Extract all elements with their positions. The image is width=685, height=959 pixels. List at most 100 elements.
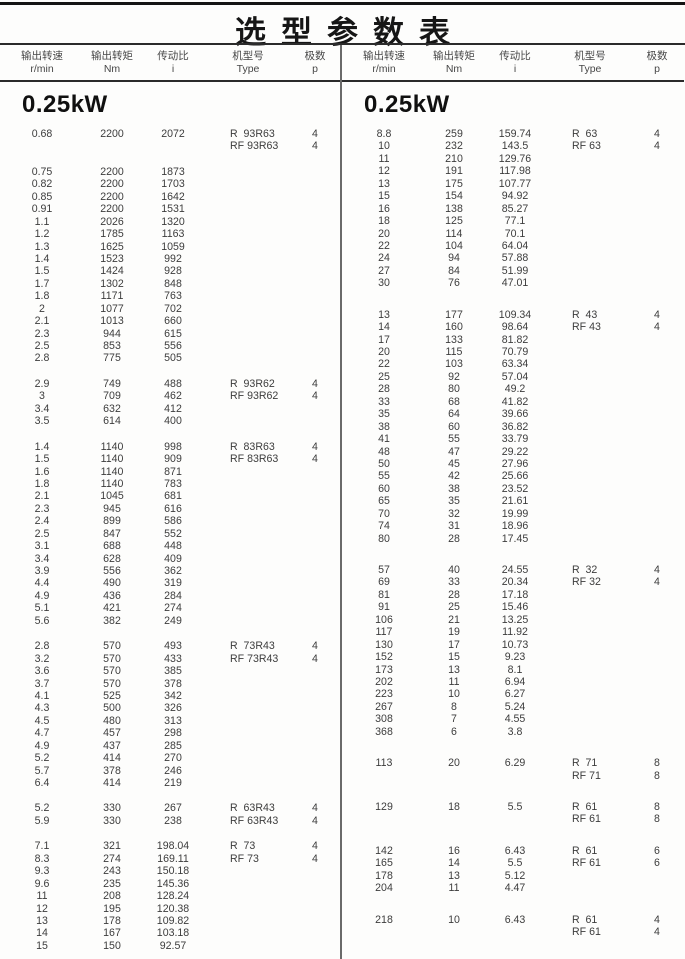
type-cell: RF 61 bbox=[572, 857, 601, 870]
speed-cell: 218 bbox=[375, 913, 393, 926]
table-row: 11 210 129.76 bbox=[342, 153, 684, 165]
ratio-cell: 1642 bbox=[161, 190, 185, 203]
power-heading-left: 0.25kW bbox=[22, 91, 108, 118]
speed-cell: 2.5 bbox=[34, 340, 50, 352]
table-block: 129 18 5.5 R 61 8 RF 61 8 bbox=[342, 801, 684, 826]
table-row: 2.8 775 505 bbox=[0, 352, 340, 364]
poles-cell bbox=[290, 678, 340, 690]
table-row: 3.9 556 362 bbox=[0, 565, 340, 577]
poles-cell bbox=[290, 553, 340, 565]
table-row: 4.9 436 284 bbox=[0, 590, 340, 602]
ratio-cell: 448 bbox=[164, 540, 182, 553]
table-row: 50 45 27.96 bbox=[342, 458, 684, 470]
poles-cell bbox=[632, 446, 682, 458]
type-cell bbox=[206, 503, 290, 515]
ratio-cell: 1320 bbox=[161, 215, 185, 228]
speed-cell: 4.1 bbox=[34, 689, 50, 702]
torque-cell: 2200 bbox=[100, 178, 124, 191]
type-cell bbox=[206, 203, 290, 215]
ratio-cell: 5.24 bbox=[504, 700, 526, 713]
speed-cell: 12 bbox=[36, 902, 48, 915]
table-content: 输出转速 r/min 输出转矩 Nm 传动比 i 机型号 Type 极数 p bbox=[0, 43, 685, 959]
table-row: 2.1 1045 681 bbox=[0, 490, 340, 502]
table-row: 173 13 8.1 bbox=[342, 664, 684, 676]
torque-cell: 14 bbox=[448, 857, 460, 870]
torque-cell bbox=[426, 926, 482, 938]
speed-cell: 15 bbox=[378, 190, 390, 203]
type-cell bbox=[206, 216, 290, 228]
speed-cell: 1.4 bbox=[34, 252, 50, 265]
table-row: 2 1077 702 bbox=[0, 303, 340, 315]
poles-cell bbox=[290, 203, 340, 215]
ratio-cell: 238 bbox=[164, 814, 182, 827]
type-cell: R 43 bbox=[572, 308, 598, 321]
ratio-cell: 6.43 bbox=[504, 844, 526, 857]
speed-cell: 74 bbox=[378, 520, 390, 533]
poles-cell bbox=[632, 508, 682, 520]
table-row: 0.82 2200 1703 bbox=[0, 178, 340, 190]
type-cell: R 61 bbox=[572, 913, 598, 926]
table-row: 113 20 6.29 R 71 8 bbox=[342, 757, 684, 769]
type-cell bbox=[206, 352, 290, 364]
ratio-cell: 109.34 bbox=[498, 308, 532, 321]
torque-cell: 6 bbox=[451, 725, 457, 738]
speed-cell: 2.1 bbox=[34, 315, 50, 328]
table-row: 20 115 70.79 bbox=[342, 346, 684, 358]
poles-cell: 4 bbox=[312, 390, 318, 403]
speed-cell: 10 bbox=[378, 140, 390, 153]
header-ratio: 传动比 i bbox=[482, 50, 548, 76]
type-cell bbox=[548, 533, 632, 545]
table-row: 178 13 5.12 bbox=[342, 870, 684, 882]
table-row: 202 11 6.94 bbox=[342, 676, 684, 688]
torque-cell: 45 bbox=[448, 457, 460, 470]
torque-cell: 243 bbox=[103, 865, 121, 878]
table-row: 30 76 47.01 bbox=[342, 277, 684, 289]
table-row: 15 154 94.92 bbox=[342, 190, 684, 202]
torque-cell: 160 bbox=[445, 321, 463, 334]
speed-cell: 14 bbox=[36, 927, 48, 940]
ratio-cell: 267 bbox=[164, 802, 182, 815]
speed-cell: 1.5 bbox=[34, 453, 50, 466]
ratio-cell: 57.04 bbox=[501, 370, 529, 383]
poles-cell bbox=[632, 165, 682, 177]
table-row: 0.68 2200 2072 R 93R63 4 bbox=[0, 128, 340, 140]
table-row: 2.5 853 556 bbox=[0, 340, 340, 352]
poles-cell bbox=[632, 383, 682, 395]
header-poles: 极数 p bbox=[290, 50, 340, 76]
type-cell bbox=[206, 528, 290, 540]
table-left-half: 输出转速 r/min 输出转矩 Nm 传动比 i 机型号 Type 极数 p bbox=[0, 45, 342, 959]
ratio-cell: 57.88 bbox=[501, 252, 529, 265]
type-cell: R 93R62 bbox=[230, 377, 275, 390]
type-cell bbox=[206, 478, 290, 490]
header-torque: 输出转矩 Nm bbox=[426, 50, 482, 76]
type-cell bbox=[548, 601, 632, 613]
torque-cell: 208 bbox=[103, 890, 121, 903]
speed-cell: 173 bbox=[375, 663, 393, 676]
torque-cell: 414 bbox=[103, 752, 121, 765]
ratio-cell: 1873 bbox=[161, 165, 185, 178]
torque-cell: 421 bbox=[103, 602, 121, 615]
ratio-cell: 5.5 bbox=[507, 857, 523, 870]
speed-cell: 91 bbox=[378, 601, 390, 614]
speed-cell: 204 bbox=[375, 882, 393, 895]
ratio-cell: 326 bbox=[164, 702, 182, 715]
type-cell bbox=[548, 252, 632, 264]
poles-cell: 4 bbox=[312, 852, 318, 865]
poles-cell bbox=[290, 315, 340, 327]
torque-cell: 42 bbox=[448, 470, 460, 483]
ratio-cell: 928 bbox=[164, 265, 182, 278]
speed-cell: 178 bbox=[375, 869, 393, 882]
speed-cell: 267 bbox=[375, 700, 393, 713]
table-block: 8.8 259 159.74 R 63 4 10 232 143.5 RF 63 4 11 210 12… bbox=[342, 128, 684, 290]
type-cell bbox=[206, 602, 290, 614]
type-cell bbox=[206, 752, 290, 764]
type-cell bbox=[548, 153, 632, 165]
table-row: 2.9 749 488 R 93R62 4 bbox=[0, 378, 340, 390]
header-speed-unit: r/min bbox=[30, 63, 54, 75]
table-row: 28 80 49.2 bbox=[342, 383, 684, 395]
poles-cell bbox=[632, 346, 682, 358]
type-cell bbox=[206, 315, 290, 327]
torque-cell: 11 bbox=[448, 675, 460, 688]
torque-cell: 47 bbox=[448, 445, 460, 458]
table-row: 8.8 259 159.74 R 63 4 bbox=[342, 128, 684, 140]
